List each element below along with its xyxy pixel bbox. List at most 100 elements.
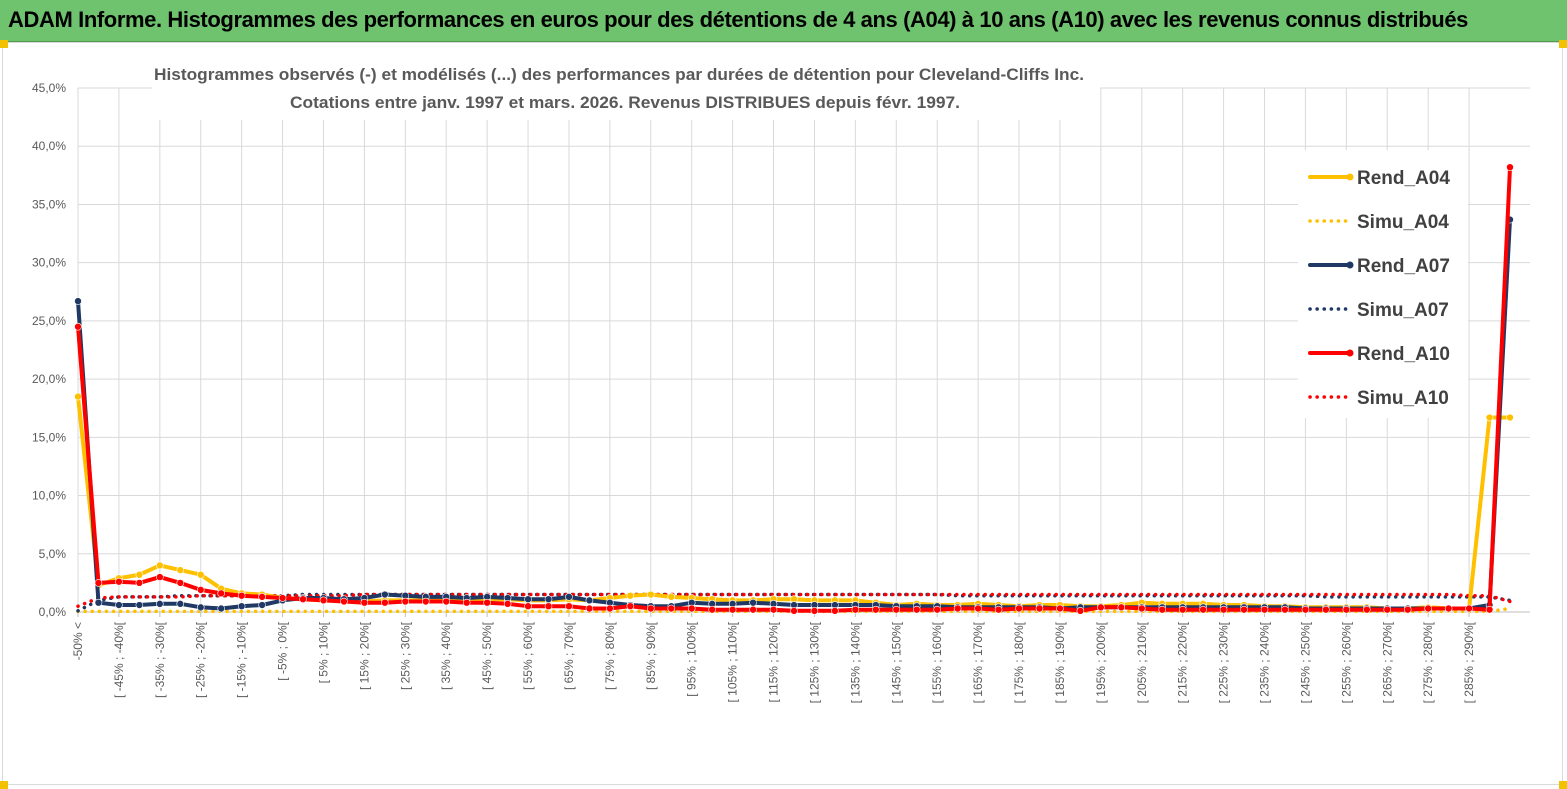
x-tick-label: [ -15% ; -10%[ bbox=[235, 621, 249, 698]
data-point-rend-a10 bbox=[851, 605, 860, 614]
data-point-rend-a10 bbox=[381, 598, 389, 607]
data-point-rend-a10 bbox=[544, 602, 553, 610]
data-point-rend-a10 bbox=[1363, 605, 1371, 614]
data-point-rend-a07 bbox=[196, 603, 205, 612]
data-point-rend-a07 bbox=[135, 601, 144, 609]
x-tick-label: [ 145% ; 150%[ bbox=[889, 621, 903, 703]
data-point-rend-a10 bbox=[217, 589, 225, 598]
data-point-rend-a10 bbox=[1035, 604, 1044, 613]
data-point-rend-a10 bbox=[1506, 163, 1514, 171]
x-tick-label: [ -5% ; 0%[ bbox=[276, 621, 290, 680]
series-line-simu-a10 bbox=[76, 592, 1512, 608]
data-point-rend-a10 bbox=[115, 577, 123, 586]
legend-marker-rend-a10 bbox=[1346, 349, 1354, 357]
data-point-rend-a07 bbox=[585, 596, 594, 605]
data-point-rend-a04 bbox=[156, 561, 164, 570]
data-point-rend-a10 bbox=[1301, 605, 1310, 614]
data-point-rend-a04 bbox=[626, 591, 635, 600]
data-point-rend-a10 bbox=[299, 595, 307, 603]
data-point-rend-a10 bbox=[524, 602, 532, 610]
x-tick-label: -50% < bbox=[71, 622, 85, 660]
data-point-rend-a07 bbox=[544, 595, 553, 603]
legend-marker-rend-a07 bbox=[1346, 261, 1354, 269]
x-tick-label: [ -35% ; -30%[ bbox=[153, 621, 167, 698]
data-point-rend-a04 bbox=[646, 590, 655, 599]
report-title: ADAM Informe. Histogrammes des performan… bbox=[8, 7, 1468, 32]
data-point-rend-a10 bbox=[401, 597, 410, 606]
x-tick-label: [ 195% ; 200%[ bbox=[1094, 621, 1108, 703]
data-point-rend-a10 bbox=[994, 605, 1003, 614]
data-point-rend-a10 bbox=[135, 579, 144, 587]
data-point-rend-a04 bbox=[1506, 413, 1514, 422]
data-point-rend-a10 bbox=[912, 605, 921, 614]
x-tick-label: [ 215% ; 220%[ bbox=[1176, 621, 1190, 703]
x-tick-label: [ 235% ; 240%[ bbox=[1258, 621, 1272, 703]
data-point-rend-a10 bbox=[74, 322, 82, 331]
data-point-rend-a10 bbox=[1260, 605, 1269, 614]
y-tick-label: 40,0% bbox=[32, 139, 66, 153]
data-point-rend-a07 bbox=[381, 590, 389, 599]
data-point-rend-a10 bbox=[1342, 605, 1351, 614]
data-point-rend-a10 bbox=[872, 605, 880, 614]
x-tick-label: [ 55% ; 60%[ bbox=[521, 621, 535, 690]
data-point-rend-a10 bbox=[176, 579, 185, 587]
x-tick-label: [ 155% ; 160%[ bbox=[930, 621, 944, 703]
data-point-rend-a10 bbox=[892, 605, 901, 614]
corner-marker-bottom-right bbox=[1559, 781, 1567, 789]
x-tick-label: [ 285% ; 290%[ bbox=[1462, 621, 1476, 703]
x-tick-label: [ 185% ; 190%[ bbox=[1053, 621, 1067, 703]
series-line-rend-a07 bbox=[76, 217, 1512, 611]
data-point-rend-a10 bbox=[360, 598, 369, 607]
data-point-rend-a10 bbox=[933, 605, 942, 614]
data-point-rend-a10 bbox=[565, 602, 573, 610]
data-point-rend-a10 bbox=[483, 598, 491, 607]
data-point-rend-a07 bbox=[565, 593, 573, 601]
data-point-rend-a07 bbox=[237, 602, 246, 610]
data-point-rend-a10 bbox=[196, 586, 205, 594]
x-tick-label: [ 205% ; 210%[ bbox=[1135, 621, 1149, 703]
y-tick-label: 20,0% bbox=[32, 372, 66, 386]
x-tick-label: [ 5% ; 10%[ bbox=[316, 621, 330, 683]
x-tick-label: [ 245% ; 250%[ bbox=[1298, 621, 1312, 703]
data-point-rend-a10 bbox=[1117, 603, 1126, 612]
chart-title-background bbox=[152, 58, 1100, 120]
data-point-rend-a10 bbox=[1424, 604, 1432, 613]
data-point-rend-a10 bbox=[442, 597, 451, 606]
data-point-rend-a10 bbox=[1137, 604, 1146, 613]
data-point-rend-a10 bbox=[1097, 603, 1105, 612]
data-point-rend-a10 bbox=[606, 604, 614, 613]
y-tick-label: 25,0% bbox=[32, 314, 66, 328]
data-point-rend-a10 bbox=[708, 605, 716, 614]
data-point-rend-a07 bbox=[115, 601, 123, 609]
data-point-rend-a10 bbox=[1403, 605, 1412, 614]
x-tick-label: [ 275% ; 280%[ bbox=[1421, 621, 1435, 703]
y-tick-label: 15,0% bbox=[32, 430, 66, 444]
x-tick-label: [ 165% ; 170%[ bbox=[971, 621, 985, 703]
data-point-rend-a10 bbox=[1383, 605, 1392, 614]
y-tick-label: 45,0% bbox=[32, 81, 66, 95]
data-point-rend-a10 bbox=[974, 604, 982, 613]
data-point-rend-a10 bbox=[237, 591, 246, 600]
x-tick-label: [ 125% ; 130%[ bbox=[807, 621, 821, 703]
data-point-rend-a07 bbox=[176, 600, 185, 608]
x-tick-label: [ 35% ; 40%[ bbox=[439, 621, 453, 690]
x-tick-label: [ 95% ; 100%[ bbox=[685, 621, 699, 696]
data-point-rend-a10 bbox=[810, 607, 819, 615]
y-tick-label: 30,0% bbox=[32, 256, 66, 270]
data-point-rend-a04 bbox=[196, 570, 205, 579]
legend-label-rend-a04: Rend_A04 bbox=[1357, 168, 1450, 189]
data-point-rend-a10 bbox=[1015, 604, 1023, 613]
data-point-rend-a10 bbox=[790, 607, 798, 615]
data-point-rend-a04 bbox=[667, 593, 676, 601]
data-point-rend-a04 bbox=[74, 392, 82, 401]
chart-subtitle: Cotations entre janv. 1997 et mars. 2026… bbox=[290, 93, 960, 112]
data-point-rend-a10 bbox=[421, 597, 430, 606]
x-tick-label: [ 265% ; 270%[ bbox=[1380, 621, 1394, 703]
data-point-rend-a10 bbox=[156, 573, 164, 581]
x-tick-label: [ 25% ; 30%[ bbox=[398, 621, 412, 690]
legend-label-simu-a10: Simu_A10 bbox=[1357, 388, 1449, 409]
data-point-rend-a10 bbox=[585, 604, 594, 613]
data-point-rend-a10 bbox=[953, 604, 962, 613]
data-point-rend-a04 bbox=[1485, 413, 1494, 422]
